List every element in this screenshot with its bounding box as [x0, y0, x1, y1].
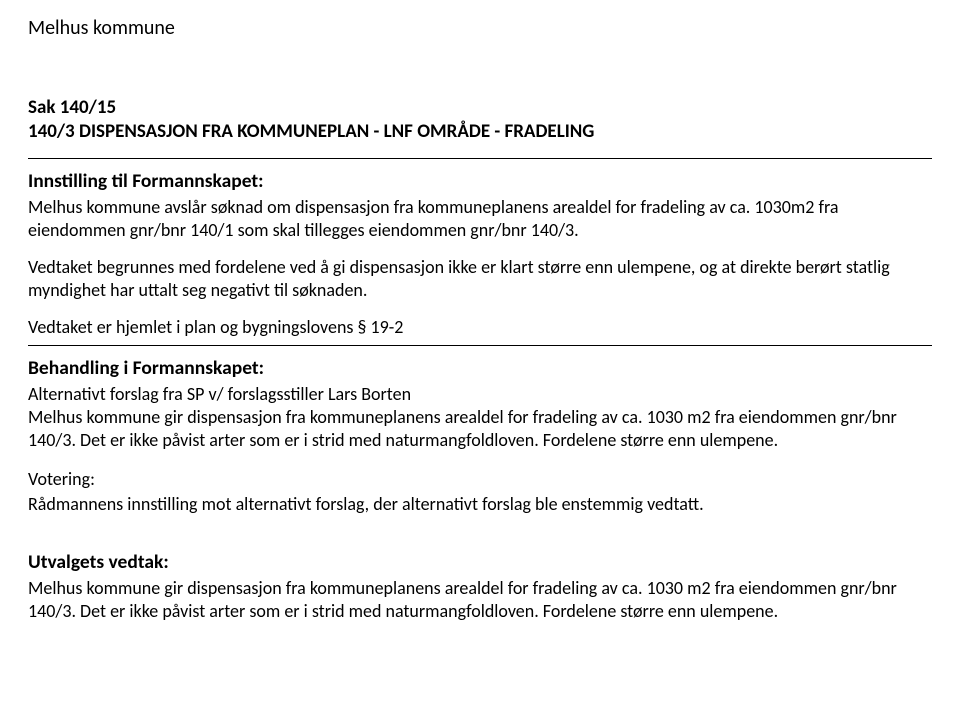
innstilling-paragraph-2: Vedtaket begrunnes med fordelene ved å g… — [28, 256, 932, 302]
innstilling-paragraph-3: Vedtaket er hjemlet i plan og bygningslo… — [28, 316, 932, 339]
document-page: Melhus kommune Sak 140/15 140/3 DISPENSA… — [0, 0, 960, 643]
behandling-line-1: Alternativt forslag fra SP v/ forslagsst… — [28, 383, 932, 406]
section-heading-vedtak: Utvalgets vedtak: — [28, 550, 932, 575]
case-title: 140/3 DISPENSASJON FRA KOMMUNEPLAN - LNF… — [28, 120, 932, 144]
voting-label: Votering: — [28, 468, 932, 491]
case-number: Sak 140/15 — [28, 96, 932, 120]
vedtak-paragraph-1: Melhus kommune gir dispensasjon fra komm… — [28, 577, 932, 623]
divider — [28, 158, 932, 159]
section-heading-innstilling: Innstilling til Formannskapet: — [28, 169, 932, 194]
innstilling-paragraph-1: Melhus kommune avslår søknad om dispensa… — [28, 196, 932, 242]
divider — [28, 345, 932, 346]
voting-text: Rådmannens innstilling mot alternativt f… — [28, 493, 932, 516]
section-heading-behandling: Behandling i Formannskapet: — [28, 356, 932, 381]
behandling-line-2: Melhus kommune gir dispensasjon fra komm… — [28, 406, 932, 452]
spacer — [28, 516, 932, 546]
municipality-name: Melhus kommune — [28, 16, 932, 42]
